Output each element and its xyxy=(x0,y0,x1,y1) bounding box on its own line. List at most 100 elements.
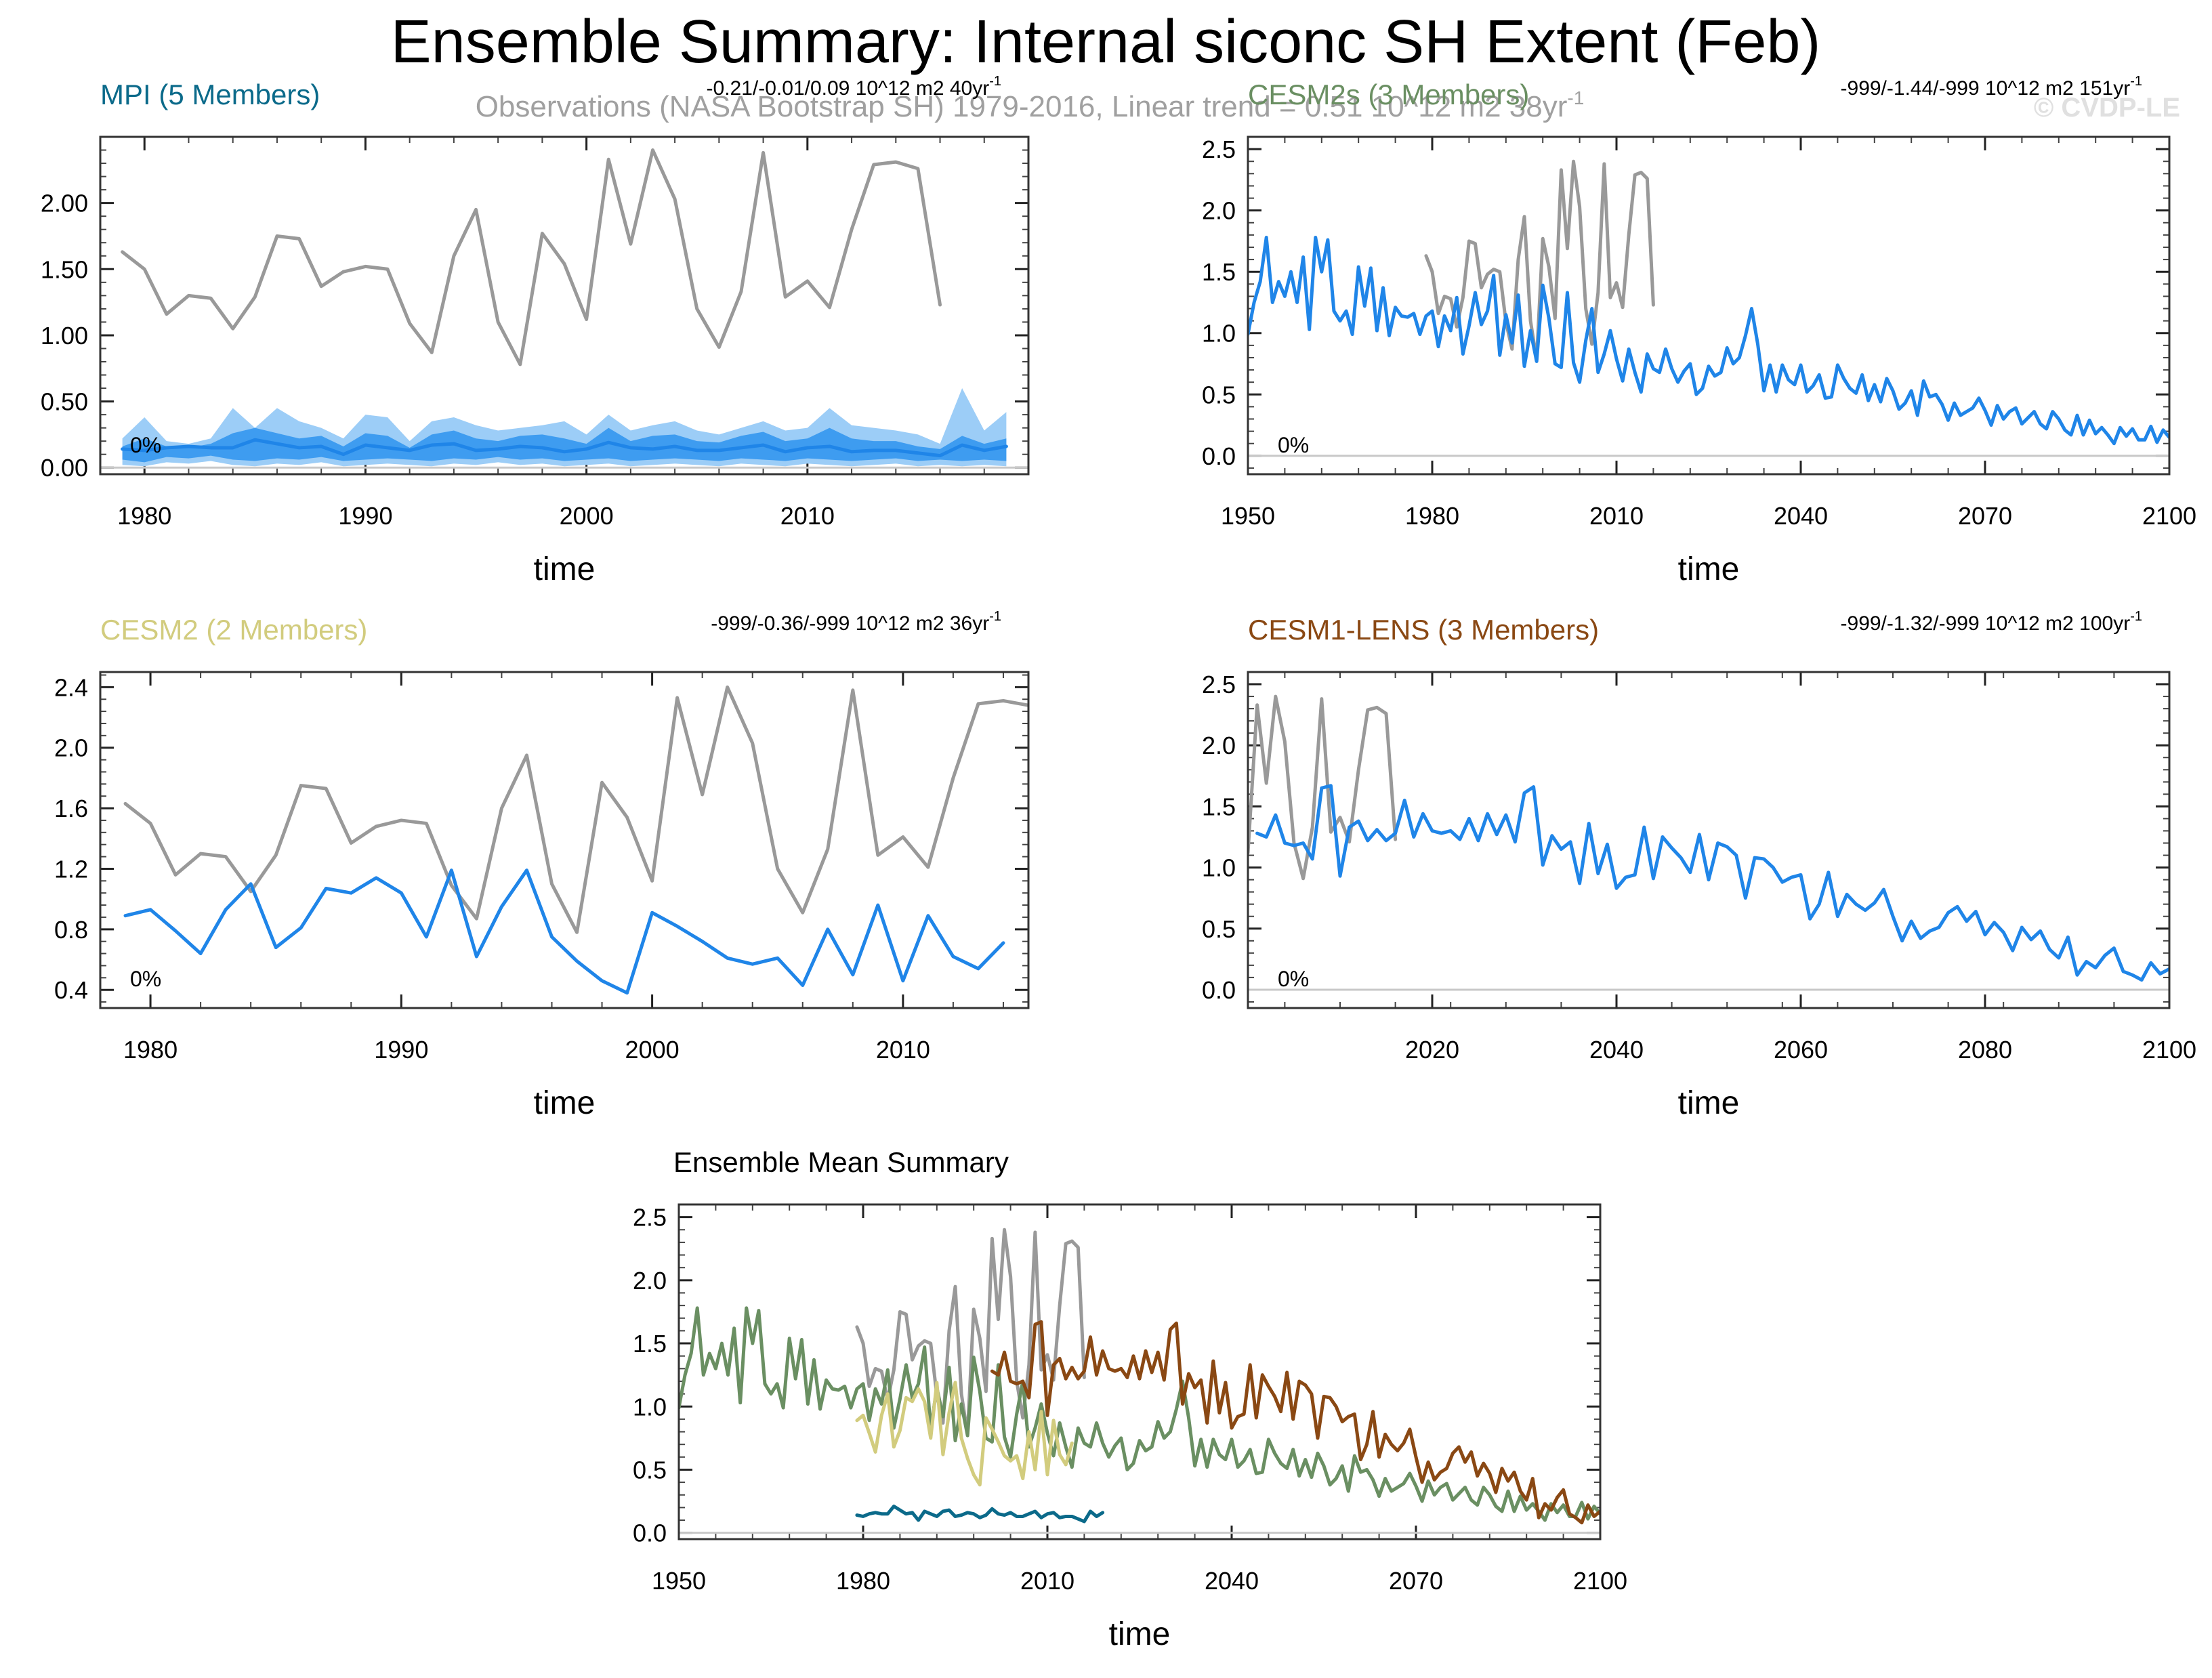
y-tick-label: 0.8 xyxy=(54,916,88,944)
y-tick-label: 1.0 xyxy=(633,1393,667,1421)
y-tick-label: 0.4 xyxy=(54,976,88,1004)
y-axis: 0.0 0.5 1.0 1.5 2.0 2.5 xyxy=(1202,135,2169,470)
x-axis: 1980 1990 2000 2010 xyxy=(123,672,930,1064)
panel-cesm2s: 1950 1980 2010 2040 2070 2100 0.0 0.5 1.0 1.5 2.0 2… xyxy=(1202,74,2196,587)
x-axis: 2020 2040 2060 2080 2100 xyxy=(1405,672,2196,1064)
plot-data xyxy=(123,685,1028,995)
x-tick-label: 2070 xyxy=(1389,1567,1443,1595)
percent-label: 0% xyxy=(130,967,161,991)
y-tick-label: 2.0 xyxy=(1202,197,1236,225)
y-tick-label: 0.50 xyxy=(41,388,88,416)
y-axis: 0.4 0.8 1.2 1.6 2.0 2.4 xyxy=(54,673,1028,1004)
series-line-obs xyxy=(1424,159,1655,362)
series-line-cesm1 xyxy=(990,1320,1600,1525)
panel-stats-sup: -1 xyxy=(2130,609,2142,624)
panel-cesm2: 1980 1990 2000 2010 0.4 0.8 1.2 1.6 2.0 2.4 CESM2 … xyxy=(54,609,1030,1121)
observations-note-sup: -1 xyxy=(1567,87,1584,108)
plot-data xyxy=(1248,694,2169,982)
x-axis-label: time xyxy=(1678,551,1740,587)
panel-mean: 1950 1980 2010 2040 2070 2100 0.0 0.5 1.0 1.5 2.0 2… xyxy=(633,1146,1627,1652)
y-axis: 0.0 0.5 1.0 1.5 2.0 2.5 xyxy=(633,1204,1600,1547)
x-tick-label: 2010 xyxy=(876,1036,930,1064)
y-tick-label: 1.5 xyxy=(1202,258,1236,286)
y-tick-label: 0.0 xyxy=(1202,442,1236,470)
figure-title: Ensemble Summary: Internal siconc SH Ext… xyxy=(391,8,1821,76)
panels: 1980 1990 2000 2010 0.00 0.50 1.00 1.50 2.00 MPI … xyxy=(41,74,2196,1652)
x-tick-label: 1980 xyxy=(123,1036,178,1064)
series-line-cesm2s xyxy=(679,1306,1600,1522)
panel-title: Ensemble Mean Summary xyxy=(673,1146,1009,1178)
observations-note: Observations (NASA Bootstrap SH) 1979-20… xyxy=(476,87,1585,123)
panel-cesm1: 2020 2040 2060 2080 2100 0.0 0.5 1.0 1.5 2.0 2.5 CE… xyxy=(1202,609,2196,1121)
panel-stats: -999/-1.32/-999 10^12 m2 100yr-1 xyxy=(1841,609,2142,635)
y-tick-label: 1.00 xyxy=(41,322,88,350)
panel-title: CESM2s (3 Members) xyxy=(1248,79,1529,110)
x-tick-label: 1980 xyxy=(836,1567,890,1595)
x-tick-label: 1950 xyxy=(652,1567,706,1595)
y-tick-label: 2.5 xyxy=(1202,135,1236,163)
x-tick-label: 2040 xyxy=(1774,502,1828,530)
y-tick-label: 1.0 xyxy=(1202,320,1236,348)
x-axis-label: time xyxy=(534,551,596,587)
panel-stats-text: -999/-1.44/-999 10^12 m2 151yr xyxy=(1841,77,2131,100)
y-tick-label: 2.5 xyxy=(633,1204,667,1232)
x-axis-label: time xyxy=(1109,1616,1171,1652)
y-tick-label: 0.5 xyxy=(1202,381,1236,408)
x-tick-label: 2010 xyxy=(780,502,835,530)
watermark: © CVDP-LE xyxy=(2034,93,2180,123)
plot-frame xyxy=(99,671,1030,1009)
panel-title: CESM1-LENS (3 Members) xyxy=(1248,614,1599,646)
x-axis-label: time xyxy=(1678,1085,1740,1121)
panel-title: CESM2 (2 Members) xyxy=(100,614,367,646)
series-line-mean xyxy=(121,438,1008,458)
x-tick-label: 1990 xyxy=(374,1036,428,1064)
series-line-member xyxy=(123,868,1005,995)
y-tick-label: 1.5 xyxy=(1202,793,1236,820)
y-tick-label: 0.0 xyxy=(1202,976,1236,1004)
plot-data xyxy=(679,1228,1600,1525)
x-tick-label: 2040 xyxy=(1589,1036,1644,1064)
series-line-obs xyxy=(855,1228,1086,1436)
y-tick-label: 0.0 xyxy=(633,1519,667,1547)
panel-stats-sup: -1 xyxy=(989,609,1001,624)
percent-label: 0% xyxy=(1278,433,1309,457)
series-line-obs xyxy=(123,685,1028,934)
minor-ticks xyxy=(100,672,1028,1008)
x-tick-label: 1990 xyxy=(338,502,392,530)
observations-note-text: Observations (NASA Bootstrap SH) 1979-20… xyxy=(476,90,1568,123)
y-tick-label: 1.0 xyxy=(1202,854,1236,882)
panel-mpi: 1980 1990 2000 2010 0.00 0.50 1.00 1.50 2.00 MPI … xyxy=(41,74,1030,587)
x-tick-label: 2060 xyxy=(1774,1036,1828,1064)
y-tick-label: 2.4 xyxy=(54,673,88,701)
panel-stats-sup: -1 xyxy=(989,74,1001,89)
panel-title: MPI (5 Members) xyxy=(100,79,320,110)
series-line-member xyxy=(1255,784,2169,982)
y-tick-label: 1.2 xyxy=(54,855,88,883)
plot-frame xyxy=(1247,671,2171,1009)
y-tick-label: 0.5 xyxy=(633,1456,667,1484)
plot-frame xyxy=(99,135,1030,476)
y-tick-label: 0.00 xyxy=(41,454,88,482)
x-tick-label: 1980 xyxy=(1405,502,1459,530)
y-tick-label: 1.50 xyxy=(41,255,88,283)
x-tick-label: 2040 xyxy=(1205,1567,1259,1595)
x-tick-label: 2100 xyxy=(2142,502,2196,530)
y-tick-label: 2.5 xyxy=(1202,671,1236,698)
y-axis: 0.0 0.5 1.0 1.5 2.0 2.5 xyxy=(1202,671,2169,1004)
y-axis: 0.00 0.50 1.00 1.50 2.00 xyxy=(41,190,1028,482)
x-tick-label: 2070 xyxy=(1958,502,2012,530)
plot-data xyxy=(121,148,1008,467)
x-axis: 1980 1990 2000 2010 xyxy=(117,137,835,530)
series-line-mpi xyxy=(855,1505,1105,1524)
x-tick-label: 2020 xyxy=(1405,1036,1459,1064)
x-axis: 1950 1980 2010 2040 2070 2100 xyxy=(652,1204,1627,1595)
panel-stats-sup: -1 xyxy=(2130,74,2142,89)
panel-stats: -0.21/-0.01/0.09 10^12 m2 40yr-1 xyxy=(707,74,1001,100)
plot-frame xyxy=(1247,135,2171,476)
panel-stats-text: -999/-1.32/-999 10^12 m2 100yr xyxy=(1841,612,2131,635)
series-line-obs xyxy=(121,148,942,366)
y-tick-label: 2.0 xyxy=(1202,732,1236,759)
x-tick-label: 2010 xyxy=(1589,502,1644,530)
